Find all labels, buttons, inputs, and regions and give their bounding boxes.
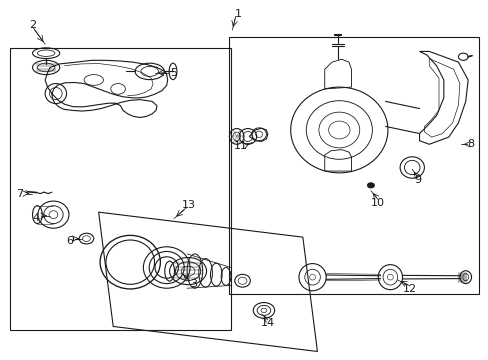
Bar bbox=[10, 48, 231, 330]
Text: 6: 6 bbox=[66, 236, 73, 246]
Text: 7: 7 bbox=[16, 189, 23, 199]
Text: 1: 1 bbox=[235, 9, 242, 19]
Text: 12: 12 bbox=[402, 284, 416, 294]
Text: 10: 10 bbox=[370, 198, 385, 208]
Circle shape bbox=[367, 183, 373, 188]
Text: 3: 3 bbox=[189, 279, 197, 289]
Text: 13: 13 bbox=[182, 200, 196, 210]
Bar bbox=[228, 37, 478, 294]
Text: 8: 8 bbox=[467, 139, 474, 149]
Text: 4: 4 bbox=[33, 212, 40, 222]
Text: 9: 9 bbox=[413, 175, 420, 185]
Text: 11: 11 bbox=[233, 141, 247, 151]
Text: 14: 14 bbox=[260, 318, 274, 328]
Text: 5: 5 bbox=[170, 68, 177, 78]
Text: 2: 2 bbox=[29, 19, 37, 30]
